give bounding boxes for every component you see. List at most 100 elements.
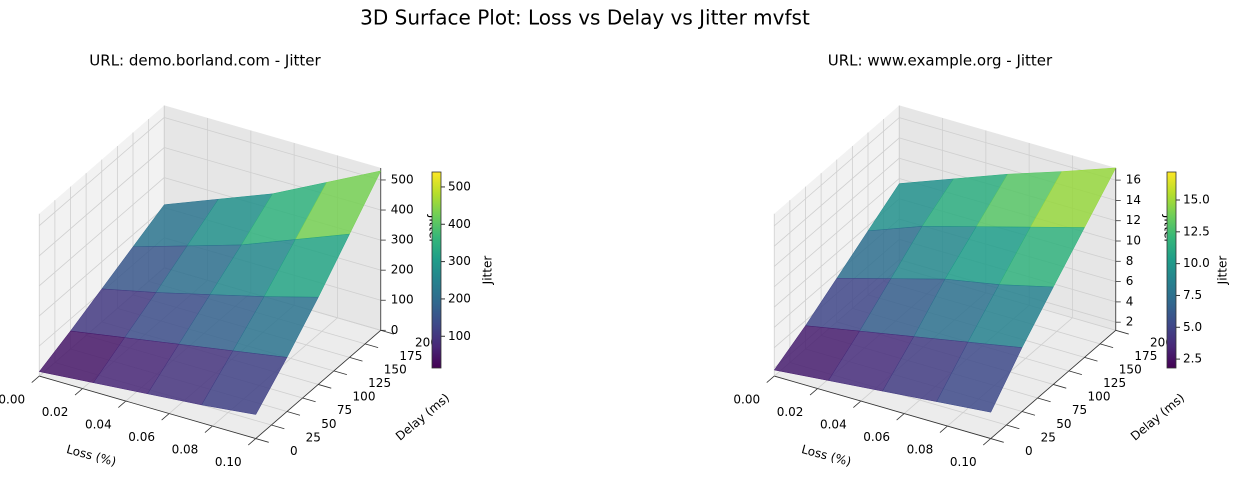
y-tick-label: 0 (1025, 444, 1033, 458)
tick-mark (766, 375, 775, 383)
z-tick-label: 100 (391, 293, 414, 307)
y-tick-label: 25 (1041, 430, 1056, 444)
x-axis-line (774, 375, 991, 439)
y-axis-line (990, 330, 1117, 439)
tick-mark (349, 356, 363, 362)
z-tick-label: 8 (1126, 254, 1134, 268)
y-tick-label: 25 (306, 430, 321, 444)
x-tick-label: 0.04 (820, 417, 847, 431)
y-tick-label: 125 (1103, 376, 1126, 390)
tick-mark (1084, 356, 1098, 362)
subplot-title: URL: demo.borland.com - Jitter (89, 52, 321, 70)
x-axis-label: Loss (%) (65, 442, 118, 469)
tick-mark (1068, 370, 1082, 376)
tick-mark (1021, 411, 1036, 416)
x-tick-label: 0.08 (172, 442, 199, 456)
y-tick-label: 75 (1072, 403, 1087, 417)
colorbar-tick-label: 12.5 (1183, 224, 1210, 238)
colorbar-label: Jitter (481, 256, 495, 286)
tick-mark (286, 411, 301, 416)
tick-mark (74, 388, 83, 396)
y-axis-line (255, 330, 382, 439)
x-tick-label: 0.02 (42, 405, 69, 419)
tick-mark (853, 400, 862, 408)
y-tick-label: 0 (290, 444, 298, 458)
z-tick-label: 0 (391, 323, 399, 337)
y-tick-label: 150 (1119, 363, 1142, 377)
colorbar-tick-label: 200 (448, 291, 471, 305)
z-tick-label: 14 (1126, 193, 1141, 207)
x-tick-label: 0.02 (777, 405, 804, 419)
tick-mark (333, 370, 347, 376)
subplot: URL: demo.borland.com - Jitter 0.00 0.02 0.… (0, 52, 495, 469)
tick-mark (1006, 424, 1020, 430)
z-tick-label: 300 (391, 233, 414, 247)
tick-mark (1115, 329, 1129, 335)
colorbar-tick-label: 10.0 (1183, 256, 1210, 270)
tick-mark (255, 438, 269, 443)
z-tick-label: 400 (391, 203, 414, 217)
grid-line (38, 207, 165, 317)
tick-mark (271, 424, 285, 430)
grid-line (38, 117, 165, 227)
tick-mark (302, 397, 316, 403)
tick-mark (365, 343, 379, 348)
z-tick-label: 200 (391, 263, 414, 277)
colorbar (1166, 171, 1177, 369)
tick-mark (990, 438, 1004, 443)
z-tick-label: 10 (1126, 234, 1141, 248)
figure-title: 3D Surface Plot: Loss vs Delay vs Jitter… (360, 6, 810, 30)
tick-mark (982, 438, 992, 446)
grid-line (38, 147, 165, 257)
z-tick-label: 2 (1126, 315, 1134, 329)
tick-mark (318, 384, 332, 389)
x-tick-label: 0.08 (907, 442, 934, 456)
x-tick-label: 0.06 (128, 430, 155, 444)
x-axis-label: Loss (%) (800, 442, 853, 469)
x-tick-label: 0.06 (863, 430, 890, 444)
grid-line (773, 178, 900, 288)
colorbar-tick-label: 400 (448, 217, 471, 231)
tick-mark (204, 425, 213, 433)
y-tick-label: 50 (1056, 417, 1071, 431)
tick-mark (161, 413, 170, 421)
y-tick-label: 100 (1088, 390, 1111, 404)
subplot: URL: www.example.org - Jitter 0.00 0.02 0.0… (733, 52, 1229, 469)
tick-mark (1037, 397, 1051, 403)
y-tick-label: 175 (1134, 349, 1157, 363)
x-tick-label: 0.00 (0, 392, 25, 406)
z-tick-label: 4 (1126, 294, 1134, 308)
colorbar-tick-label: 7.5 (1183, 288, 1202, 302)
colorbar-tick-label: 100 (448, 329, 471, 343)
colorbar (431, 171, 442, 369)
tick-mark (939, 425, 948, 433)
y-tick-label: 50 (321, 417, 336, 431)
surface-patch (201, 350, 288, 415)
y-tick-label: 100 (353, 390, 376, 404)
tick-mark (809, 388, 818, 396)
x-tick-label: 0.10 (950, 455, 977, 469)
z-tick-label: 12 (1126, 213, 1141, 227)
y-axis-label: Delay (ms) (1128, 391, 1187, 444)
y-tick-label: 150 (384, 363, 407, 377)
tick-mark (896, 413, 905, 421)
colorbar-tick-label: 300 (448, 254, 471, 268)
x-tick-label: 0.00 (733, 392, 760, 406)
tick-mark (1100, 343, 1114, 348)
grid-line (899, 117, 1116, 181)
grid-line (773, 157, 900, 267)
tick-mark (247, 438, 257, 446)
x-axis-line (39, 375, 256, 439)
grid-line (164, 117, 381, 181)
z-tick-label: 500 (391, 172, 414, 186)
colorbar-label: Jitter (1216, 256, 1230, 286)
grid-line (38, 177, 165, 287)
z-tick-label: 16 (1126, 173, 1141, 187)
y-tick-label: 125 (368, 376, 391, 390)
grid-line (773, 117, 900, 227)
colorbar-tick-label: 5.0 (1183, 320, 1202, 334)
tick-mark (118, 400, 127, 408)
y-axis-label: Delay (ms) (393, 391, 452, 444)
x-tick-label: 0.10 (215, 455, 242, 469)
